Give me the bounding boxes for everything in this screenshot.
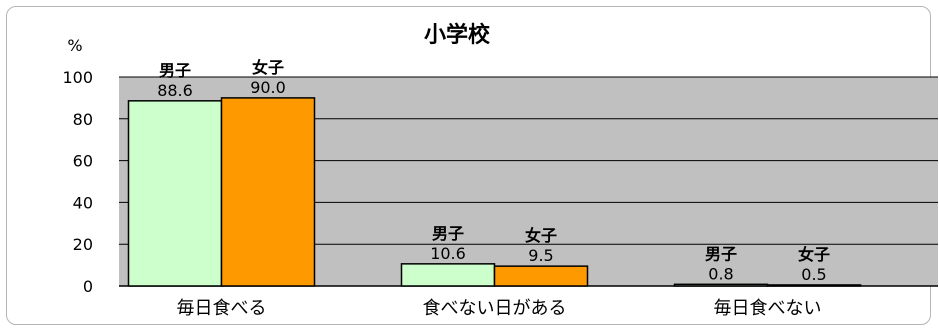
x-tick-labels: 毎日食べる 食べない日がある 毎日食べない <box>177 298 822 319</box>
chart-title: 小学校 <box>424 22 491 48</box>
y-tick-labels: 0 20 40 60 80 100 <box>62 68 93 296</box>
y-tick-label: 60 <box>73 152 93 171</box>
bar <box>400 263 496 287</box>
y-axis-label: % <box>67 36 82 55</box>
x-tick-label: 食べない日がある <box>423 298 567 319</box>
y-tick-label: 0 <box>83 277 93 296</box>
series-name-label: 男子 <box>705 244 737 263</box>
series-name-label: 男子 <box>432 224 464 243</box>
bar <box>220 97 316 287</box>
series-name-label: 女子 <box>252 58 284 77</box>
data-label: 9.5 <box>528 246 553 265</box>
series-name-label: 男子 <box>159 61 191 80</box>
y-tick-label: 80 <box>73 110 93 129</box>
y-tick-label: 20 <box>73 235 93 254</box>
data-label: 0.5 <box>801 265 826 284</box>
x-tick-label: 毎日食べない <box>714 298 822 319</box>
bar <box>766 284 862 287</box>
x-tick-label: 毎日食べる <box>177 298 267 319</box>
bar <box>673 283 769 287</box>
data-label: 10.6 <box>430 244 466 263</box>
series-name-label: 女子 <box>798 245 830 264</box>
series-name-label: 女子 <box>525 226 557 245</box>
data-label: 90.0 <box>250 78 286 97</box>
bars <box>127 97 862 287</box>
data-label: 88.6 <box>157 81 193 100</box>
data-label: 0.8 <box>708 264 733 283</box>
y-tick-label: 100 <box>62 68 93 87</box>
y-tick-label: 40 <box>73 193 93 212</box>
bar <box>127 100 223 287</box>
bar <box>493 265 589 287</box>
